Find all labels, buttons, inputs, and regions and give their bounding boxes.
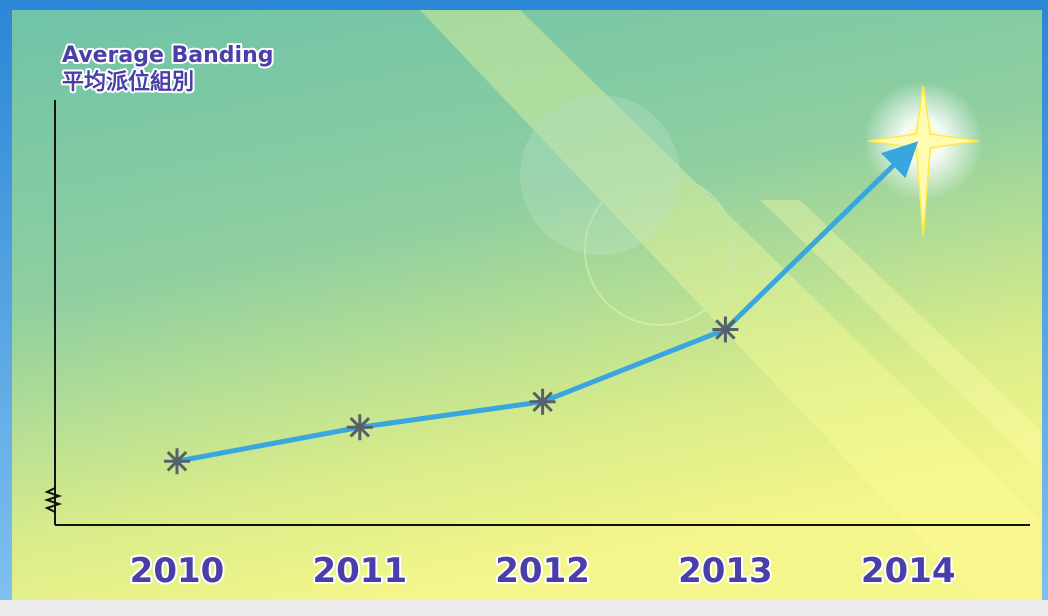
- point-marker: [346, 414, 373, 441]
- background: [12, 10, 1042, 600]
- y-axis-label-line: Average Banding: [62, 43, 274, 68]
- x-tick-label: 2012: [495, 551, 590, 591]
- asterisk-stroke: [532, 391, 553, 413]
- point-marker: [712, 316, 739, 343]
- x-tick-label: 2010: [130, 551, 225, 591]
- x-tick-label: 2011: [312, 551, 407, 591]
- y-axis-label-line: 平均派位組別: [62, 69, 194, 95]
- star: [868, 85, 979, 237]
- axis-break: [43, 487, 63, 513]
- asterisk-stroke: [715, 319, 736, 340]
- asterisk-stroke: [166, 450, 188, 472]
- light-rays: [420, 10, 1040, 600]
- x-tick-label: 2013: [678, 551, 773, 591]
- x-tick-label: 2014: [861, 551, 956, 591]
- point-marker: [164, 448, 190, 475]
- plot: 2010 2011 2012 2013 2014: [43, 81, 1030, 593]
- asterisk-stroke: [349, 416, 371, 438]
- bottom-strip: [0, 600, 1048, 616]
- point-marker: [529, 388, 556, 415]
